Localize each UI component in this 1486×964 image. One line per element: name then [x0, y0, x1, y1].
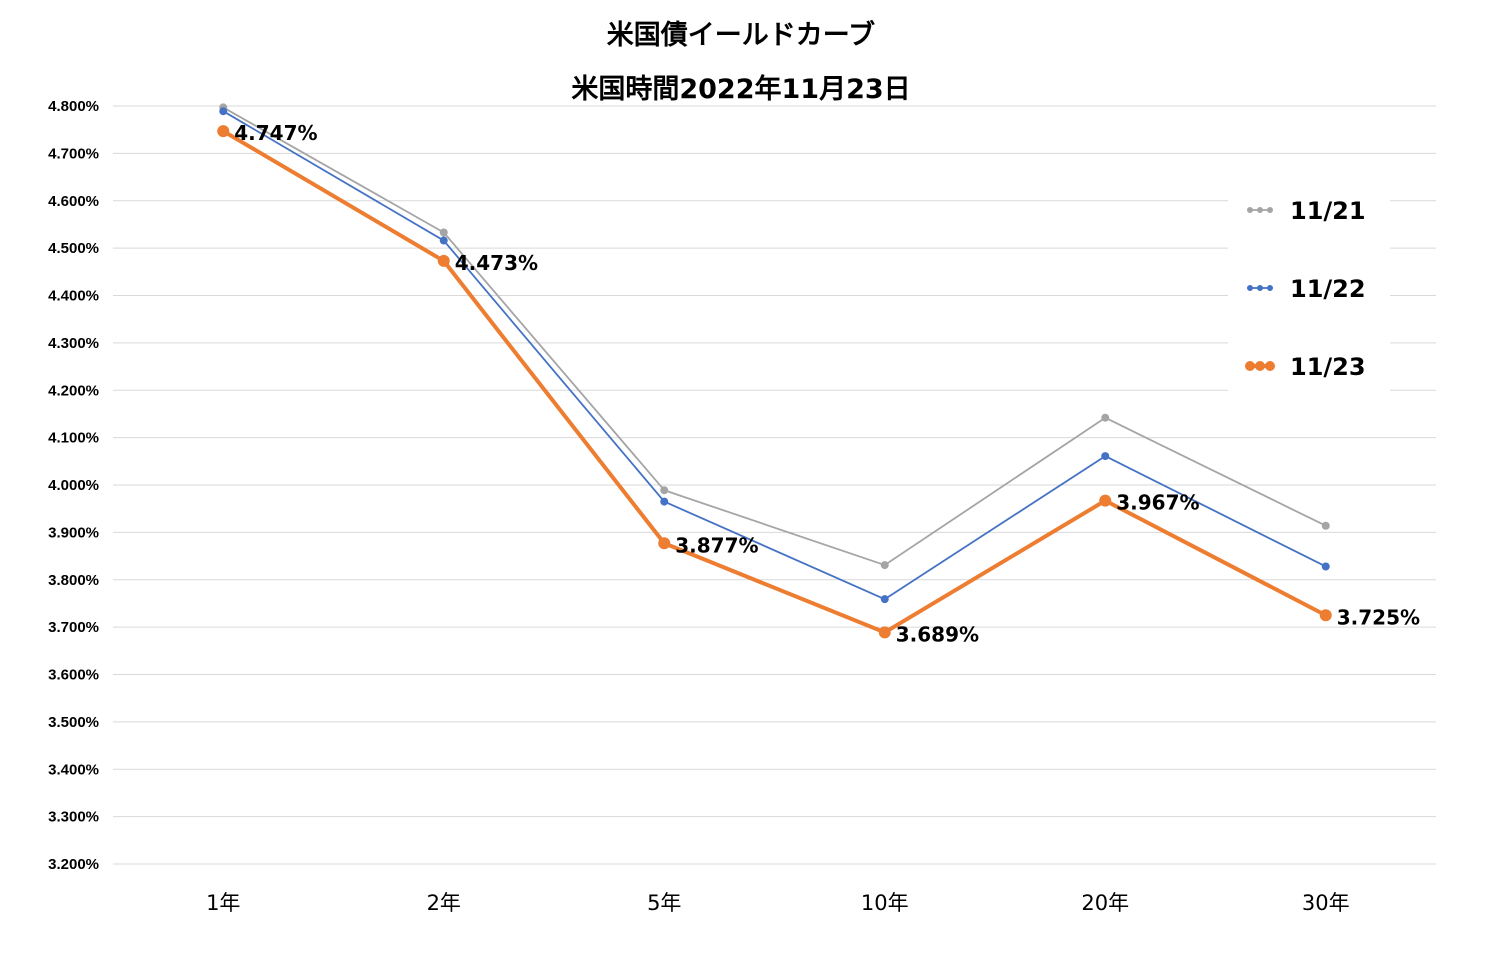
y-tick-label: 3.300% — [48, 809, 99, 826]
legend-box — [1228, 182, 1390, 392]
legend-marker — [1247, 207, 1253, 213]
data-labels: 4.747% 4.473% 3.877% 3.689% 3.967% 3.725% — [234, 121, 1420, 646]
data-point — [219, 107, 228, 116]
data-point — [1321, 521, 1330, 530]
legend-marker — [1257, 207, 1263, 213]
legend-marker — [1267, 207, 1273, 213]
chart-subtitle: 米国時間2022年11月23日 — [571, 73, 910, 105]
y-tick-label: 4.400% — [48, 288, 99, 305]
legend-label: 11/22 — [1290, 275, 1366, 303]
y-tick-label: 4.100% — [48, 430, 99, 447]
x-tick-label: 2年 — [427, 891, 461, 915]
data-label: 4.747% — [234, 121, 317, 145]
y-tick-label: 4.700% — [48, 145, 99, 162]
y-tick-label: 4.000% — [48, 477, 99, 494]
legend-marker — [1265, 361, 1275, 371]
y-tick-label: 3.500% — [48, 714, 99, 731]
x-tick-label: 10年 — [861, 891, 909, 915]
y-tick-label: 3.400% — [48, 761, 99, 778]
data-point — [658, 537, 671, 550]
legend: 11/21 11/22 11/23 — [1228, 182, 1390, 392]
data-point — [439, 228, 448, 237]
x-tick-label: 1年 — [206, 891, 240, 915]
legend-marker — [1255, 361, 1265, 371]
series-line-1 — [222, 106, 1327, 566]
y-tick-label: 4.300% — [48, 335, 99, 352]
y-tick-label: 3.800% — [48, 572, 99, 589]
data-point — [1319, 609, 1332, 622]
data-point — [878, 626, 891, 639]
data-point — [1101, 452, 1110, 461]
legend-label: 11/23 — [1290, 353, 1366, 381]
data-point — [1101, 413, 1110, 422]
x-axis-tick-labels: 1年 2年 5年 10年 20年 30年 — [206, 891, 1350, 915]
data-point — [439, 236, 448, 245]
data-point — [660, 497, 669, 506]
series-lines — [217, 103, 1332, 639]
legend-marker — [1267, 285, 1273, 291]
y-tick-label: 3.700% — [48, 619, 99, 636]
series-line-2 — [222, 110, 1327, 601]
x-tick-label: 20年 — [1081, 891, 1129, 915]
data-label: 3.689% — [896, 622, 979, 646]
y-tick-label: 4.500% — [48, 240, 99, 257]
legend-marker — [1257, 285, 1263, 291]
data-label: 3.967% — [1116, 491, 1199, 515]
chart-title: 米国債イールドカーブ — [607, 19, 875, 51]
y-tick-label: 4.200% — [48, 382, 99, 399]
series-line-3 — [222, 129, 1327, 635]
y-tick-label: 3.600% — [48, 667, 99, 684]
data-point — [880, 561, 889, 570]
x-tick-label: 5年 — [647, 891, 681, 915]
data-label: 3.725% — [1337, 605, 1420, 629]
gridlines — [113, 105, 1436, 865]
y-tick-label: 3.200% — [48, 856, 99, 873]
y-tick-label: 3.900% — [48, 524, 99, 541]
y-tick-label: 4.600% — [48, 193, 99, 210]
y-axis-tick-labels: 4.800% 4.700% 4.600% 4.500% 4.400% 4.300% 4.20… — [48, 98, 99, 873]
data-point — [437, 254, 450, 267]
legend-marker — [1247, 285, 1253, 291]
x-tick-label: 30年 — [1302, 891, 1350, 915]
data-point — [880, 595, 889, 604]
data-label: 3.877% — [675, 533, 758, 557]
y-tick-label: 4.800% — [48, 98, 99, 115]
data-point — [1321, 562, 1330, 571]
data-point — [1099, 494, 1112, 507]
legend-marker — [1245, 361, 1255, 371]
legend-label: 11/21 — [1290, 197, 1366, 225]
data-point — [217, 125, 230, 138]
data-point — [660, 486, 669, 495]
data-label: 4.473% — [455, 251, 538, 275]
